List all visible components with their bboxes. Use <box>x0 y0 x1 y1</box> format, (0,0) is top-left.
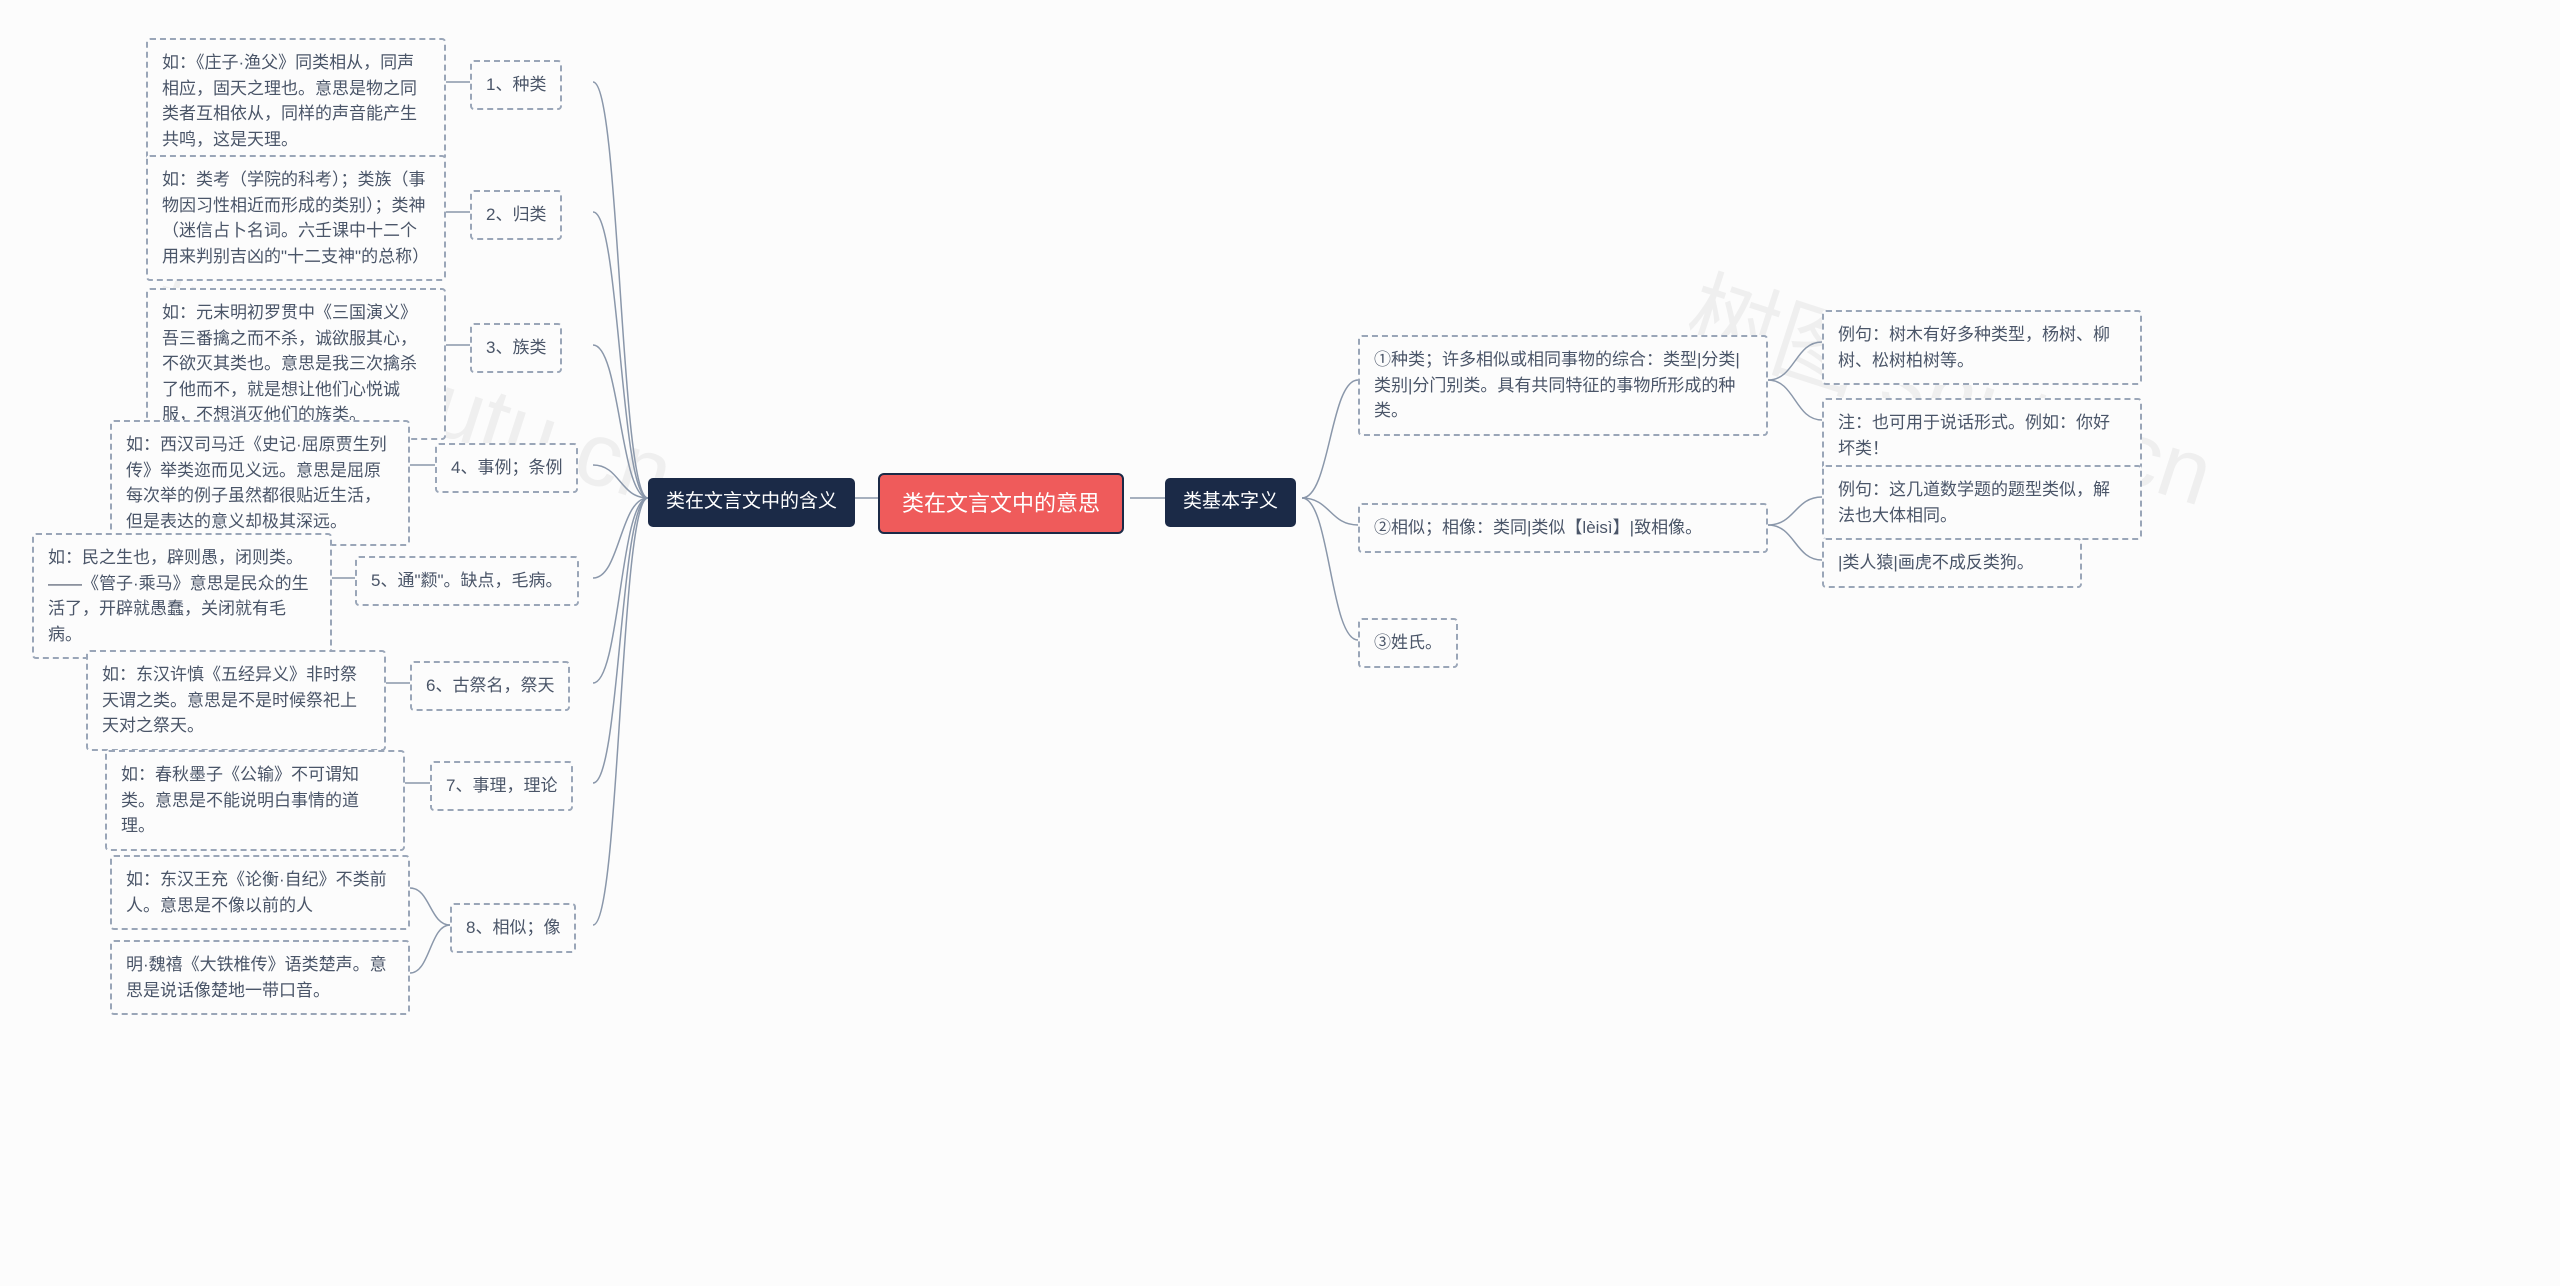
left-branch: 类在文言文中的含义 <box>648 478 855 527</box>
left-item-1-label: 1、种类 <box>470 60 562 110</box>
right-item-1-sub-1: 例句：树木有好多种类型，杨树、柳树、松树柏树等。 <box>1822 310 2142 385</box>
right-item-2-sub-1: 例句：这几道数学题的题型类似，解法也大体相同。 <box>1822 465 2142 540</box>
left-item-8-example-a: 如：东汉王充《论衡·自纪》不类前人。意思是不像以前的人 <box>110 855 410 930</box>
left-item-7-label: 7、事理，理论 <box>430 761 573 811</box>
left-item-4-label: 4、事例；条例 <box>435 443 578 493</box>
left-item-5-example: 如：民之生也，辟则愚，闭则类。——《管子·乘马》意思是民众的生活了，开辟就愚蠢，… <box>32 533 332 659</box>
left-item-5-label: 5、通"颣"。缺点，毛病。 <box>355 556 579 606</box>
left-item-6-example: 如：东汉许慎《五经异义》非时祭天谓之类。意思是不是时候祭祀上天对之祭天。 <box>86 650 386 751</box>
left-item-8-example-b: 明·魏禧《大铁椎传》语类楚声。意思是说话像楚地一带口音。 <box>110 940 410 1015</box>
left-item-2-label: 2、归类 <box>470 190 562 240</box>
right-item-2-sub-2: |类人猿|画虎不成反类狗。 <box>1822 538 2082 588</box>
left-item-8-label: 8、相似；像 <box>450 903 576 953</box>
right-branch: 类基本字义 <box>1165 478 1296 527</box>
right-item-3: ③姓氏。 <box>1358 618 1458 668</box>
left-item-3-example: 如：元末明初罗贯中《三国演义》吾三番擒之而不杀，诚欲服其心，不欲灭其类也。意思是… <box>146 288 446 440</box>
left-item-1-example: 如：《庄子·渔父》同类相从，同声相应，固天之理也。意思是物之同类者互相依从，同样… <box>146 38 446 164</box>
left-item-6-label: 6、古祭名，祭天 <box>410 661 570 711</box>
right-item-1-sub-2: 注：也可用于说话形式。例如：你好坏类！ <box>1822 398 2142 473</box>
right-item-1: ①种类；许多相似或相同事物的综合：类型|分类|类别|分门别类。具有共同特征的事物… <box>1358 335 1768 436</box>
left-item-7-example: 如：春秋墨子《公输》不可谓知类。意思是不能说明白事情的道理。 <box>105 750 405 851</box>
right-item-2: ②相似；相像：类同|类似【lèisì】|致相像。 <box>1358 503 1768 553</box>
root-node: 类在文言文中的意思 <box>878 473 1124 534</box>
left-item-3-label: 3、族类 <box>470 323 562 373</box>
left-item-4-example: 如：西汉司马迁《史记·屈原贾生列传》举类迩而见义远。意思是屈原每次举的例子虽然都… <box>110 420 410 546</box>
left-item-2-example: 如：类考（学院的科考）；类族（事物因习性相近而形成的类别）；类神（迷信占卜名词。… <box>146 155 446 281</box>
